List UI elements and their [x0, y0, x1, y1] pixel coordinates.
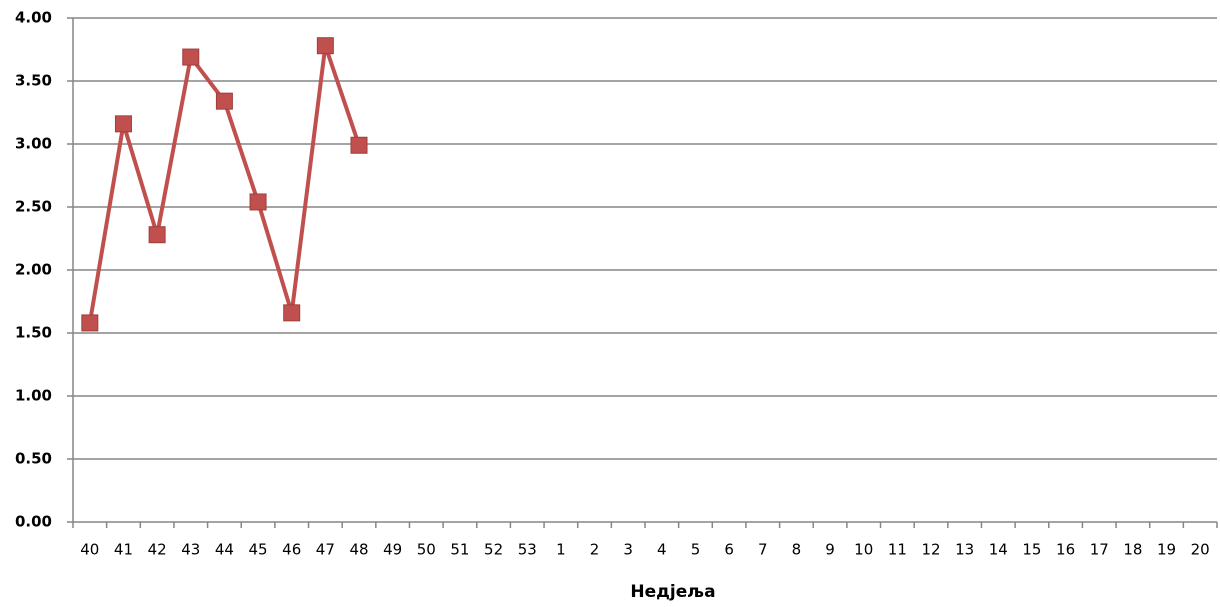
x-tick-label: 3: [623, 541, 633, 559]
y-tick-label: 0.50: [15, 450, 52, 468]
marker: [148, 226, 166, 244]
x-tick-label: 45: [249, 541, 268, 559]
x-tick-label: 44: [215, 541, 234, 559]
x-tick-label: 17: [1090, 541, 1109, 559]
marker: [114, 115, 132, 133]
y-tick-label: 2.50: [15, 198, 52, 216]
x-tick-label: 11: [888, 541, 907, 559]
y-tick-label: 3.00: [15, 135, 52, 153]
x-tick-label: 42: [148, 541, 167, 559]
marker: [249, 193, 267, 211]
x-tick-label: 16: [1056, 541, 1075, 559]
marker: [81, 314, 99, 332]
y-tick-label: 3.50: [15, 72, 52, 90]
x-tick-label: 47: [316, 541, 335, 559]
marker: [283, 304, 301, 322]
x-tick-label: 18: [1123, 541, 1142, 559]
x-tick-label: 10: [854, 541, 873, 559]
marker: [316, 37, 334, 55]
x-tick-label: 50: [417, 541, 436, 559]
marker: [215, 92, 233, 110]
x-tick-label: 20: [1191, 541, 1210, 559]
x-tick-label: 6: [724, 541, 734, 559]
x-tick-label: 14: [989, 541, 1008, 559]
x-tick-label: 5: [691, 541, 701, 559]
x-tick-label: 46: [282, 541, 301, 559]
x-tick-label: 52: [484, 541, 503, 559]
series-line: [87, 43, 361, 324]
x-tick-label: 12: [921, 541, 940, 559]
x-tick-label: 40: [80, 541, 99, 559]
x-tick-label: 51: [450, 541, 469, 559]
y-tick-label: 0.00: [15, 513, 52, 531]
x-tick-label: 4: [657, 541, 667, 559]
x-tick-label: 43: [181, 541, 200, 559]
x-tick-label: 13: [955, 541, 974, 559]
y-tick-label: 2.00: [15, 261, 52, 279]
y-tick-label: 4.00: [15, 9, 52, 27]
x-tick-label: 7: [758, 541, 768, 559]
x-axis-title: Недјеља: [630, 582, 715, 602]
marker: [350, 136, 368, 154]
x-tick-label: 53: [518, 541, 537, 559]
y-tick-label: 1.00: [15, 387, 52, 405]
x-tick-label: 49: [383, 541, 402, 559]
x-tick-label: 2: [590, 541, 600, 559]
x-tick-label: 9: [825, 541, 835, 559]
x-tick-label: 15: [1022, 541, 1041, 559]
x-tick-label: 48: [349, 541, 368, 559]
marker: [182, 48, 200, 66]
x-tick-label: 1: [556, 541, 566, 559]
x-tick-label: 19: [1157, 541, 1176, 559]
y-tick-label: 1.50: [15, 324, 52, 342]
x-tick-label: 8: [792, 541, 802, 559]
x-tick-label: 41: [114, 541, 133, 559]
